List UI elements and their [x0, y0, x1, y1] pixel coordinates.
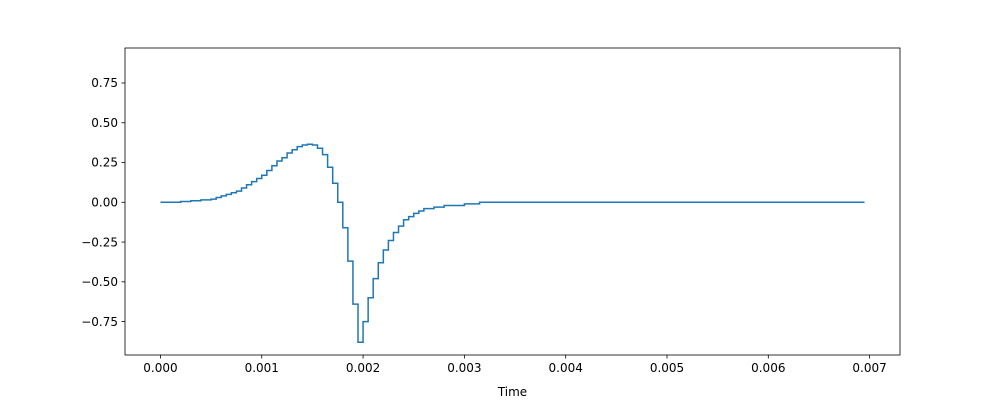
x-tick-label: 0.000 — [143, 361, 177, 375]
x-tick-label: 0.001 — [245, 361, 279, 375]
series-layer — [160, 143, 865, 344]
y-tick-label: −0.75 — [81, 315, 118, 329]
x-tick-label: 0.004 — [549, 361, 583, 375]
y-tick-label: 0.00 — [91, 195, 118, 209]
y-tick-label: 0.50 — [91, 116, 118, 130]
plot-background — [125, 48, 900, 355]
y-tick-label: 0.75 — [91, 76, 118, 90]
x-axis-ticks: 0.000 0.001 0.002 0.003 0.004 0.005 0.006 0.007 — [143, 355, 887, 375]
x-tick-label: 0.006 — [751, 361, 785, 375]
x-tick-label: 0.005 — [650, 361, 684, 375]
x-tick-label: 0.007 — [852, 361, 886, 375]
x-tick-label: 0.002 — [346, 361, 380, 375]
y-tick-label: −0.25 — [81, 235, 118, 249]
y-tick-label: −0.50 — [81, 275, 118, 289]
plot-frame — [124, 47, 901, 356]
y-axis-ticks: −0.75 −0.50 −0.25 0.00 0.25 0.50 0.75 — [81, 76, 125, 329]
y-tick-label: 0.25 — [91, 156, 118, 170]
x-axis-label: Time — [497, 385, 527, 399]
x-tick-label: 0.003 — [447, 361, 481, 375]
series-line-signal — [160, 143, 865, 344]
